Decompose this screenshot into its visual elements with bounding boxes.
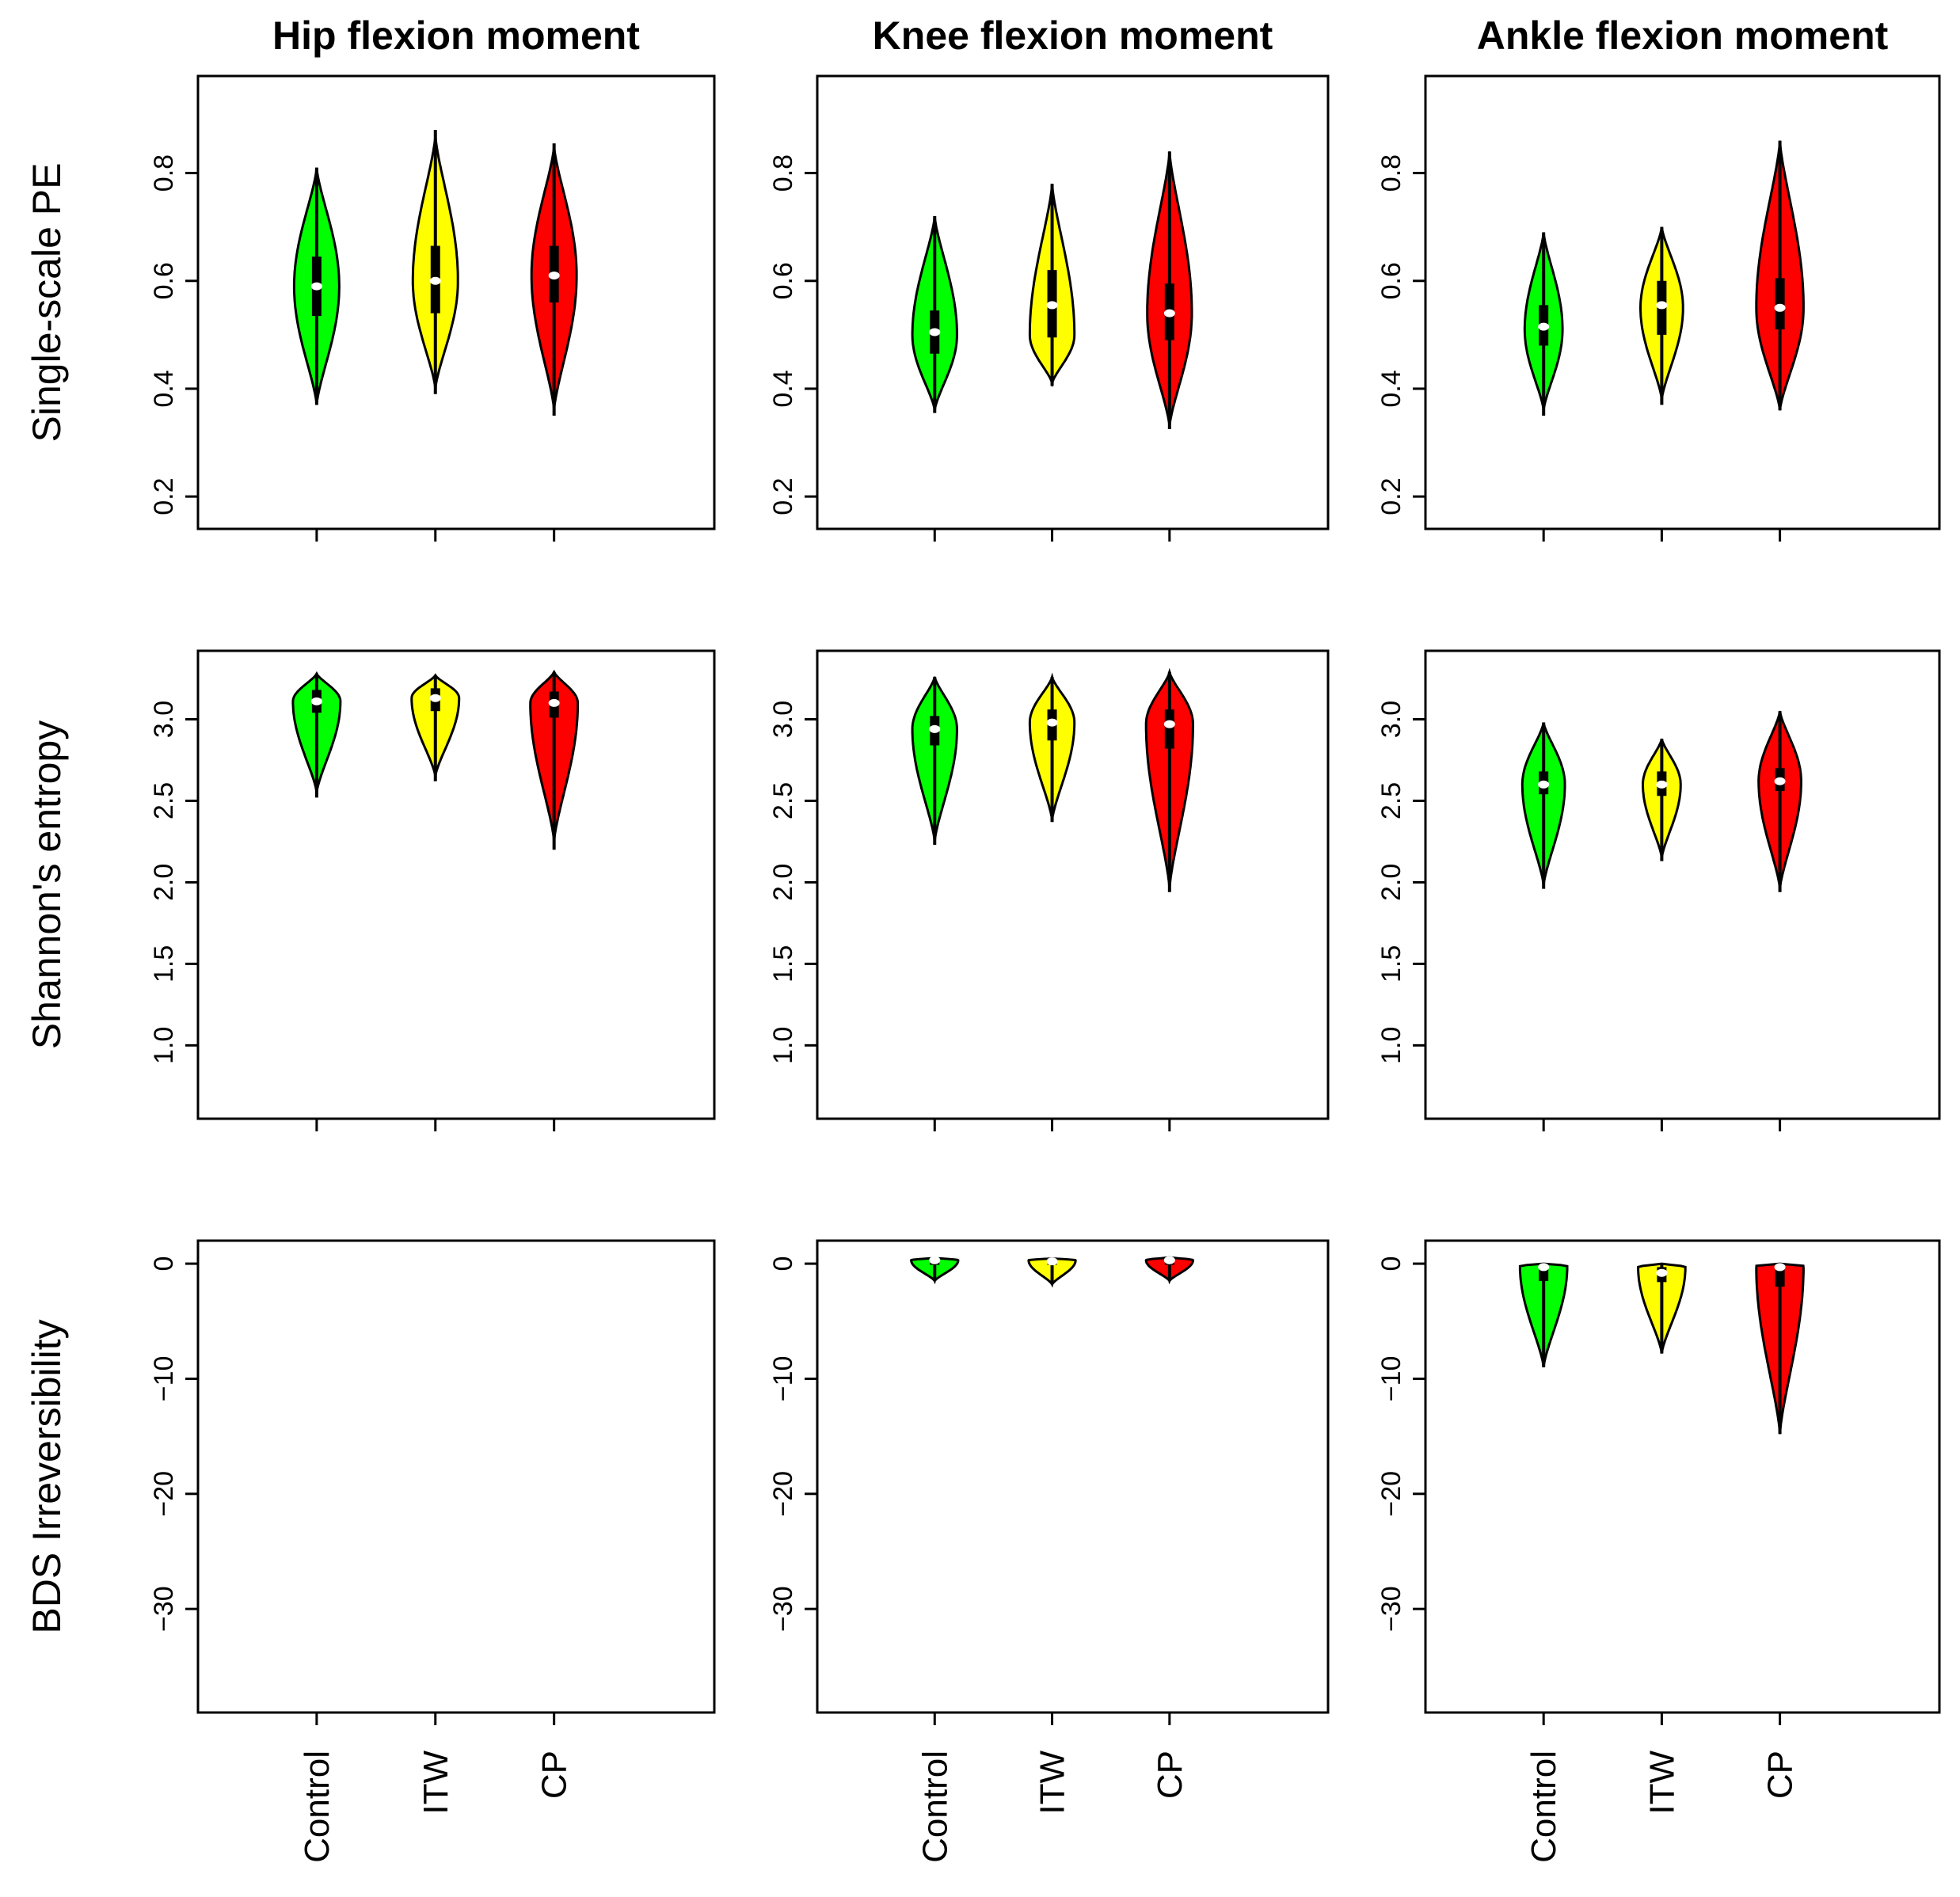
y-tick-label: −30 xyxy=(149,1586,179,1632)
y-tick-label: 0.4 xyxy=(768,370,798,407)
y-tick-label: 3.0 xyxy=(768,701,798,738)
plot-frame xyxy=(816,74,1330,530)
median-marker-cp xyxy=(548,698,560,707)
median-marker-control xyxy=(929,328,941,336)
panel-r1-c1: 0.2 0.4 0.6 0.8 xyxy=(149,74,716,542)
panel-r3-c2: −30 −20 −10 0 Control ITW CP xyxy=(768,1239,1330,1863)
median-marker-control xyxy=(1538,1263,1550,1272)
y-tick-label: 0.6 xyxy=(149,262,179,299)
median-marker-itw xyxy=(1046,718,1058,727)
row-title-3: BDS Irreversibility xyxy=(25,1319,69,1633)
panel-r2-c1: 1.0 1.5 2.0 2.5 3.0 xyxy=(149,649,716,1131)
plot-frame xyxy=(816,649,1330,1120)
panel-r2-c2: 1.0 1.5 2.0 2.5 3.0 xyxy=(768,649,1330,1131)
y-tick-label: 1.5 xyxy=(768,945,798,983)
x-group-label-cp: CP xyxy=(535,1751,574,1799)
panel-r1-c2: 0.2 0.4 0.6 0.8 xyxy=(768,74,1330,542)
median-marker-control xyxy=(310,282,322,291)
x-group-label-control: Control xyxy=(1524,1751,1563,1863)
median-marker-cp xyxy=(1774,1263,1786,1272)
x-group-label-cp: CP xyxy=(1151,1751,1189,1799)
y-tick-label: 2.0 xyxy=(768,864,798,901)
median-marker-itw xyxy=(1046,301,1058,310)
y-tick-label: 0.6 xyxy=(1376,262,1406,299)
y-tick-label: 0.4 xyxy=(149,370,179,407)
y-tick-label: 0.2 xyxy=(1376,478,1406,515)
panel-r2-c3: 1.0 1.5 2.0 2.5 3.0 xyxy=(1376,649,1941,1131)
median-marker-itw xyxy=(1656,780,1668,789)
iqr-box-cp xyxy=(1775,278,1785,330)
median-marker-itw xyxy=(429,694,441,702)
median-marker-itw xyxy=(1656,1268,1668,1277)
median-marker-cp xyxy=(1774,303,1786,312)
median-marker-control xyxy=(310,697,322,705)
column-title-2: Knee flexion moment xyxy=(873,13,1273,58)
y-tick-label: −20 xyxy=(149,1471,179,1517)
panel-r3-c3: −30 −20 −10 0 Control ITW CP xyxy=(1376,1239,1941,1863)
y-tick-label: 0.2 xyxy=(149,478,179,515)
y-tick-label: 0.8 xyxy=(149,154,179,192)
y-tick-label: −30 xyxy=(768,1586,798,1632)
plot-frame xyxy=(816,1239,1330,1714)
panel-r1-c3: 0.2 0.4 0.6 0.8 xyxy=(1376,74,1941,542)
median-marker-cp xyxy=(1163,720,1175,728)
median-marker-cp xyxy=(1774,777,1786,785)
row-title-2: Shannon's entropy xyxy=(25,720,69,1049)
y-tick-label: 0 xyxy=(1376,1256,1406,1272)
x-group-label-itw: ITW xyxy=(1033,1751,1072,1815)
y-tick-label: 1.5 xyxy=(1376,945,1406,983)
median-marker-control xyxy=(1538,322,1550,331)
column-title-1: Hip flexion moment xyxy=(272,13,640,58)
iqr-box-cp xyxy=(1164,709,1174,749)
y-tick-label: −10 xyxy=(149,1356,179,1402)
median-marker-control xyxy=(929,1256,941,1264)
y-tick-label: 1.5 xyxy=(149,945,179,983)
y-tick-label: 0.8 xyxy=(1376,154,1406,192)
plot-frame xyxy=(1424,74,1941,530)
y-tick-label: −10 xyxy=(1376,1356,1406,1402)
panel-r3-c1: −30 −20 −10 0 Control ITW CP xyxy=(149,1239,716,1863)
plot-frame xyxy=(196,1239,716,1714)
y-tick-label: 0 xyxy=(149,1256,179,1272)
x-group-label-cp: CP xyxy=(1761,1751,1800,1799)
y-tick-label: 0.2 xyxy=(768,478,798,515)
y-tick-label: 0 xyxy=(768,1256,798,1272)
median-marker-itw xyxy=(1656,301,1668,310)
y-tick-label: 1.0 xyxy=(768,1027,798,1064)
median-marker-cp xyxy=(548,271,560,279)
median-marker-control xyxy=(929,724,941,733)
x-group-label-itw: ITW xyxy=(417,1751,455,1815)
y-tick-label: −30 xyxy=(1376,1586,1406,1632)
y-tick-label: 2.0 xyxy=(1376,864,1406,901)
column-title-3: Ankle flexion moment xyxy=(1477,13,1889,58)
x-group-label-control: Control xyxy=(915,1751,954,1863)
median-marker-cp xyxy=(1163,309,1175,317)
y-tick-label: 1.0 xyxy=(149,1027,179,1064)
y-tick-label: −10 xyxy=(768,1356,798,1402)
row-title-1: Single-scale PE xyxy=(25,163,69,443)
plot-frame xyxy=(196,74,716,530)
y-tick-label: 0.4 xyxy=(1376,370,1406,407)
plot-frame xyxy=(1424,1239,1941,1714)
y-tick-label: 3.0 xyxy=(149,701,179,738)
y-tick-label: 2.0 xyxy=(149,864,179,901)
median-marker-cp xyxy=(1163,1256,1175,1264)
x-group-label-control: Control xyxy=(298,1751,337,1863)
plot-frame xyxy=(196,649,716,1120)
x-group-label-itw: ITW xyxy=(1642,1751,1681,1815)
y-tick-label: 2.5 xyxy=(149,782,179,819)
plot-frame xyxy=(1424,649,1941,1120)
median-marker-control xyxy=(1538,780,1550,789)
y-tick-label: 0.6 xyxy=(768,262,798,299)
y-tick-label: 3.0 xyxy=(1376,701,1406,738)
y-tick-label: 1.0 xyxy=(1376,1027,1406,1064)
y-tick-label: 2.5 xyxy=(768,782,798,819)
median-marker-itw xyxy=(429,276,441,285)
y-tick-label: −20 xyxy=(1376,1471,1406,1517)
y-tick-label: 2.5 xyxy=(1376,782,1406,819)
y-tick-label: 0.8 xyxy=(768,154,798,192)
y-tick-label: −20 xyxy=(768,1471,798,1517)
median-marker-itw xyxy=(1046,1257,1058,1266)
